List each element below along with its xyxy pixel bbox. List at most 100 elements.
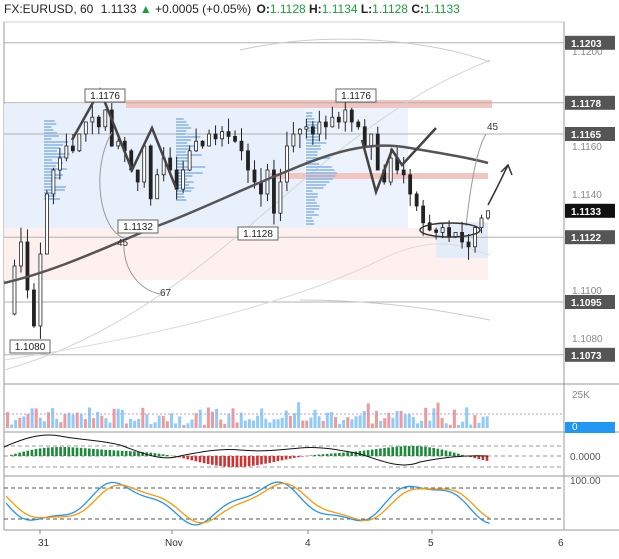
candle-body <box>265 169 270 195</box>
volume-bar <box>252 420 255 428</box>
profile-bar <box>44 171 54 173</box>
volume-bar <box>260 408 264 428</box>
macd-bar <box>100 449 103 456</box>
candle-body <box>310 126 315 135</box>
open-value: 1.1128 <box>269 2 306 16</box>
macd-bar <box>334 453 337 456</box>
volume-bar <box>485 416 489 428</box>
svg-text:1.1165: 1.1165 <box>571 130 601 141</box>
candle-body <box>83 121 88 135</box>
volume-bar <box>96 411 100 428</box>
projection-arrow <box>487 164 509 206</box>
profile-bar <box>44 123 57 125</box>
macd-bar <box>416 446 419 456</box>
macd-bar <box>342 452 345 456</box>
up-arrow-icon: ▲ <box>139 2 152 16</box>
macd-bar <box>223 456 226 467</box>
volume-bar <box>379 420 383 428</box>
candle-body <box>330 116 335 128</box>
volume-bar <box>14 420 18 428</box>
profile-bar <box>306 148 321 150</box>
macd-bar <box>461 454 464 456</box>
volume-bar <box>124 423 128 428</box>
macd-tick: 0.0000 <box>570 452 601 463</box>
time-axis[interactable]: 31 Nov 4 5 6 <box>38 538 564 549</box>
macd-bar <box>239 456 243 467</box>
volume-bar <box>276 419 280 428</box>
volume-bar <box>211 411 214 428</box>
volume-bar <box>79 414 83 428</box>
svg-text:1.1073: 1.1073 <box>571 351 602 362</box>
candle-body <box>77 133 82 152</box>
macd-bar <box>297 456 300 458</box>
profile-bar <box>176 127 192 129</box>
volume-bars <box>6 402 489 428</box>
candle-body <box>142 145 147 183</box>
profile-bar <box>176 133 185 135</box>
price-level-tag: 1.1095 <box>565 295 615 309</box>
profile-bar <box>176 196 185 198</box>
macd-bar <box>293 456 296 458</box>
volume-bar <box>6 412 9 428</box>
profile-bar <box>44 192 52 194</box>
candle-body <box>246 150 250 171</box>
svg-text:1.1178: 1.1178 <box>571 99 601 110</box>
volume-bar <box>161 415 165 428</box>
profile-bar <box>44 147 60 149</box>
volume-bar <box>293 413 296 428</box>
macd-bar <box>161 454 165 456</box>
candle-body <box>220 131 224 140</box>
volume-tick: 25K <box>572 390 590 401</box>
macd-bar <box>83 448 87 456</box>
profile-bar <box>306 112 313 114</box>
profile-bar <box>306 154 318 156</box>
price-axis[interactable]: 1.1200 1.1160 1.1140 1.1100 1.1080 <box>572 47 603 345</box>
volume-bar <box>420 420 424 428</box>
time-label: 31 <box>38 538 50 549</box>
volume-bar <box>469 424 473 428</box>
profile-bar <box>306 202 317 204</box>
volume-bar <box>104 418 108 428</box>
profile-bar <box>306 196 318 198</box>
volume-bar <box>432 408 436 428</box>
macd-bar <box>165 454 169 456</box>
profile-bar <box>176 130 187 132</box>
macd-bar <box>379 448 382 456</box>
volume-bar <box>92 418 96 428</box>
candle-body <box>194 140 199 152</box>
profile-bar <box>306 205 320 207</box>
volume-tick: 0 <box>572 422 578 433</box>
macd-bar <box>473 456 476 459</box>
macd-bar <box>42 447 46 456</box>
macd-bar <box>67 447 71 456</box>
profile-bar <box>306 214 319 216</box>
macd-histogram <box>10 446 489 467</box>
volume-bar <box>247 419 251 428</box>
svg-text:1.1176: 1.1176 <box>90 91 120 102</box>
candle-body <box>57 157 62 171</box>
macd-bar <box>481 456 485 461</box>
candle-body <box>473 227 477 248</box>
candle-body <box>187 150 192 171</box>
macd-bar <box>329 453 333 456</box>
profile-bar <box>306 166 332 168</box>
candle-body <box>421 205 426 224</box>
macd-bar <box>260 456 263 465</box>
volume-bar <box>329 412 333 428</box>
svg-text:1.1128: 1.1128 <box>243 229 273 240</box>
candle-body <box>297 128 302 135</box>
macd-bar <box>284 456 288 460</box>
volume-bar <box>309 417 313 428</box>
candle-body <box>96 116 101 128</box>
svg-text:1.1176: 1.1176 <box>341 91 371 102</box>
macd-bar <box>55 447 58 456</box>
macd-bar <box>375 449 378 456</box>
profile-bar <box>306 181 330 183</box>
macd-bar <box>411 446 415 456</box>
volume-bar <box>231 408 235 428</box>
moving-average-line <box>3 144 489 285</box>
candle-body <box>168 157 173 171</box>
price-level-tag: 1.1178 <box>565 95 615 110</box>
profile-bar <box>306 223 315 225</box>
